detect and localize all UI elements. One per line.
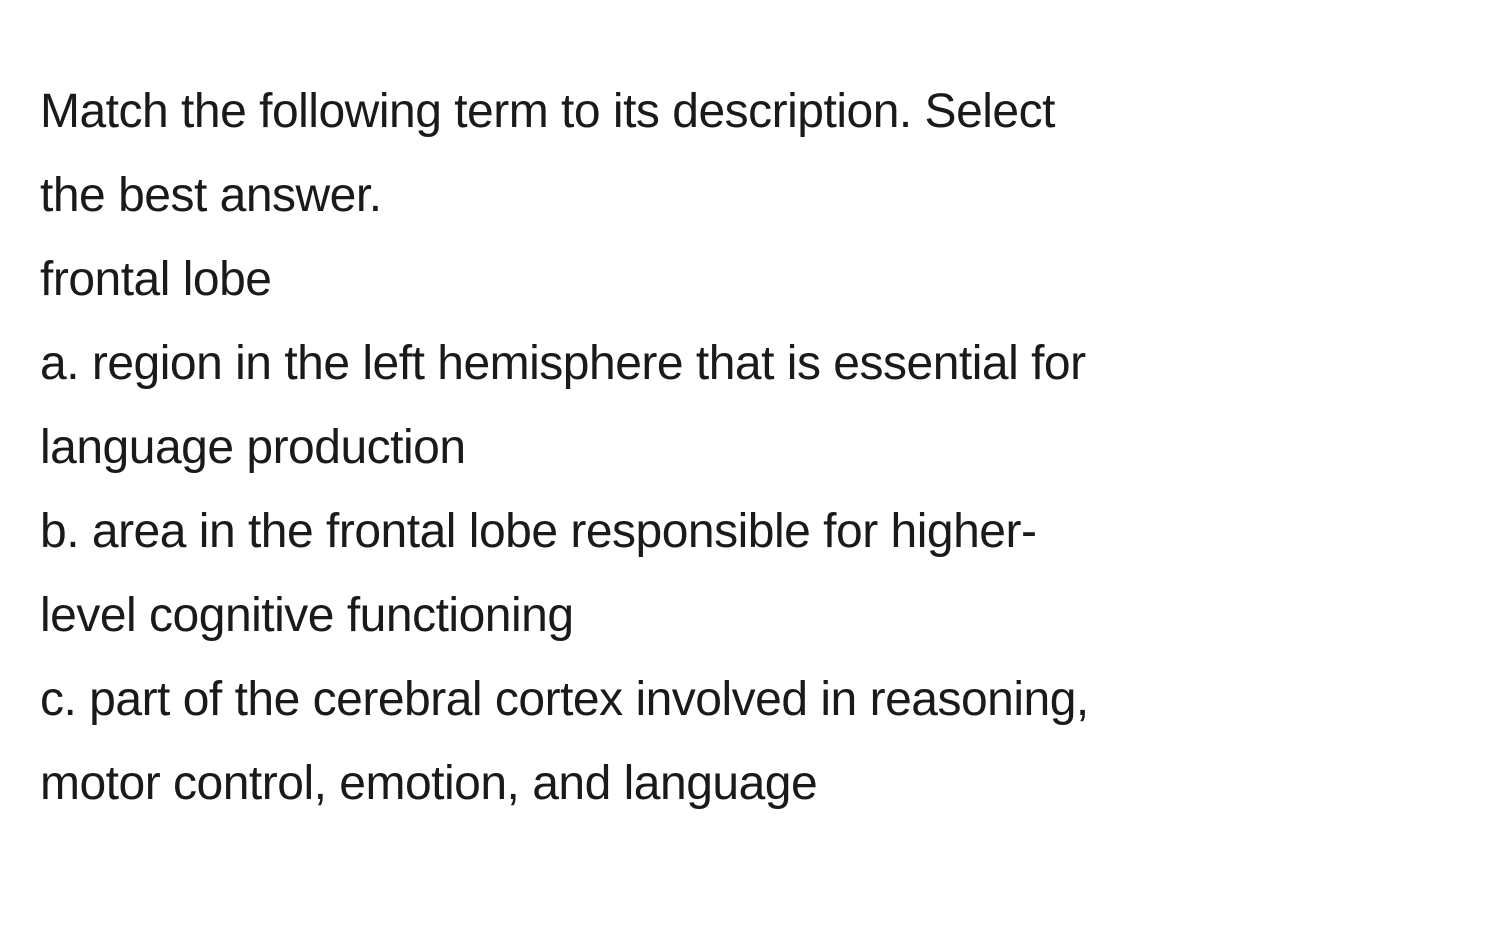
- question-block: Match the following term to its descript…: [0, 0, 1500, 952]
- option-c-line2[interactable]: motor control, emotion, and language: [40, 742, 1460, 826]
- option-a-line2[interactable]: language production: [40, 406, 1460, 490]
- prompt-text-line1: Match the following term to its descript…: [40, 70, 1460, 154]
- option-a-line1[interactable]: a. region in the left hemisphere that is…: [40, 322, 1460, 406]
- option-b-line1[interactable]: b. area in the frontal lobe responsible …: [40, 490, 1460, 574]
- term-text: frontal lobe: [40, 238, 1460, 322]
- prompt-text-line2: the best answer.: [40, 154, 1460, 238]
- option-c-line1[interactable]: c. part of the cerebral cortex involved …: [40, 658, 1460, 742]
- option-b-line2[interactable]: level cognitive functioning: [40, 574, 1460, 658]
